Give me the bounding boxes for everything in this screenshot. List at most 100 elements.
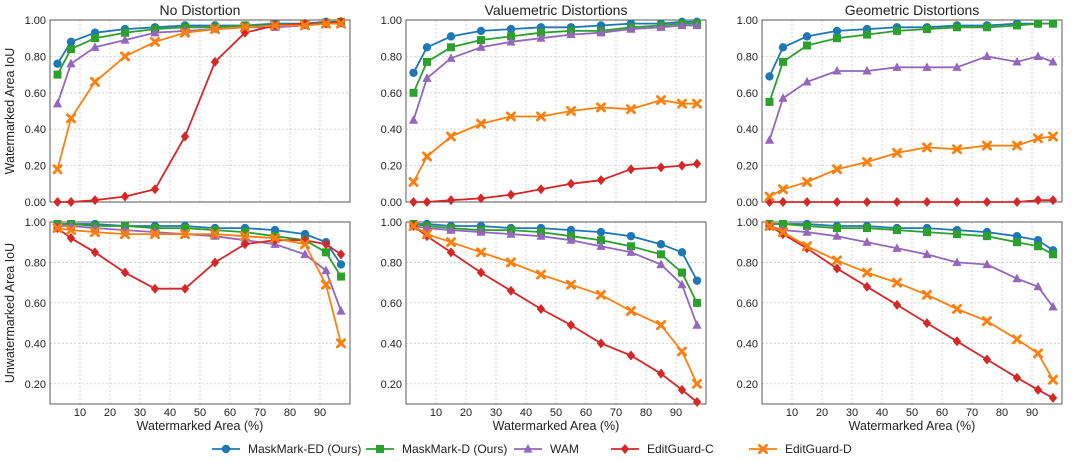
panel-r1-c1-ytick-label: 0.40 bbox=[381, 338, 402, 350]
legend: MaskMark-ED (Ours) MaskMark-D (Ours) WAM Ed… bbox=[212, 442, 852, 456]
panel-r0-c1-point-editguard-d bbox=[408, 176, 419, 187]
panel-r0-c1-series-editguard-d bbox=[408, 95, 702, 187]
panel-r0-c0-point-maskmark-d-ours bbox=[121, 28, 129, 37]
panel-r0-c2-point-editguard-c bbox=[862, 197, 872, 207]
panel-r1-c0-point-editguard-d bbox=[120, 229, 131, 240]
panel-r1-c2-point-wam bbox=[862, 237, 872, 246]
panel-r1-c1-line-wam bbox=[413, 225, 698, 326]
panel-r1-c1-xtick-label: 10 bbox=[430, 407, 442, 419]
panel-r0-c0-point-editguard-d bbox=[52, 164, 63, 175]
panel-r1-c1-line-editguard-c bbox=[412, 225, 698, 403]
panel-r0-c2-point-maskmark-ed-ours bbox=[765, 72, 774, 81]
legend-item-editguard-c: EditGuard-C bbox=[611, 442, 714, 456]
panel-r0-c2-point-editguard-c bbox=[922, 197, 932, 207]
panel-r0-c0-ytick-label: 0.00 bbox=[25, 197, 46, 209]
panel-r1-c2-point-wam bbox=[832, 231, 842, 240]
panel-r1-c2-point-editguard-c bbox=[952, 336, 962, 347]
panel-r0-c0-point-editguard-c bbox=[180, 131, 190, 142]
panel-r1-c1-point-maskmark-ed-ours bbox=[626, 231, 636, 241]
panel-r0-c2-series-wam bbox=[764, 51, 1058, 144]
panel-r1-c0-point-maskmark-d-ours bbox=[181, 224, 189, 233]
panel-r1-c2-point-editguard-d bbox=[802, 241, 812, 252]
panel-r0-c1-point-wam bbox=[536, 33, 546, 42]
panel-r0-c2-line-maskmark-ed-ours bbox=[768, 22, 1053, 77]
panel-r1-c2-point-editguard-c bbox=[1048, 392, 1058, 403]
panel-r0-c0-point-editguard-c bbox=[90, 195, 100, 206]
panel-r0-c1-line-editguard-d bbox=[412, 99, 697, 183]
panel-r0-c1-line-maskmark-d-ours bbox=[412, 22, 697, 94]
panel-r1-c0-point-maskmark-ed-ours bbox=[336, 260, 346, 269]
panel-r1-c0-point-editguard-c bbox=[210, 257, 220, 268]
panel-r1-c2-point-editguard-c bbox=[892, 299, 902, 310]
panel-r1-c0-point-editguard-d bbox=[52, 223, 63, 234]
panel-r0-c2-point-wam bbox=[862, 65, 872, 75]
panel-r0-c1-ytick-label: 0.80 bbox=[381, 51, 402, 63]
panel-r1-c2-xtick-label: 80 bbox=[996, 407, 1008, 419]
panel-r0-c1-line-editguard-c bbox=[413, 162, 698, 203]
panel-r1-c0-point-editguard-d bbox=[90, 227, 100, 238]
panel-r1-c2-point-editguard-d bbox=[832, 255, 842, 266]
panel-r0-c0-point-editguard-d bbox=[239, 22, 251, 33]
panel-r1-c1-point-editguard-c bbox=[596, 338, 606, 349]
panel-r0-c0-point-maskmark-d-ours bbox=[53, 70, 62, 79]
panel-r0-c0-point-editguard-d bbox=[299, 20, 311, 31]
panel-r1-c1-point-maskmark-d-ours bbox=[693, 298, 701, 307]
panel-r1-c1-line-editguard-d bbox=[413, 225, 698, 385]
panel-r0-c0-point-editguard-d bbox=[179, 27, 191, 38]
panel-r0-c2-point-editguard-c bbox=[892, 197, 902, 207]
panel-r0-c0-point-editguard-d bbox=[335, 18, 347, 29]
legend-item-wam: WAM bbox=[514, 442, 579, 456]
panel-r1-c1-point-wam bbox=[656, 259, 666, 269]
panel-r0-c1-point-editguard-d bbox=[596, 102, 606, 113]
panel-r0-c0-point-editguard-d bbox=[120, 51, 131, 62]
panel-r1-c1-point-editguard-d bbox=[505, 257, 516, 268]
panel-r1-c1-xtick-label: 90 bbox=[670, 407, 682, 419]
panel-r0-c0-point-wam bbox=[66, 58, 76, 68]
panel-r1-c2-point-maskmark-d-ours bbox=[1013, 238, 1021, 247]
panel-r0-c0-ytick-label: 0.20 bbox=[25, 161, 46, 173]
panel-r1-c1-point-wam bbox=[677, 279, 687, 289]
panel-r1-c2-point-wam bbox=[892, 243, 902, 252]
panel-r0-c2-ytick-label: 0.40 bbox=[737, 124, 758, 136]
panel-r0-c1-point-editguard-c bbox=[422, 197, 432, 207]
panel-r0-c1-point-maskmark-ed-ours bbox=[422, 43, 432, 52]
panel-r1-c0-point-editguard-c bbox=[150, 283, 160, 294]
panel-r1-c2-point-editguard-d bbox=[982, 316, 992, 327]
panel-r0-c1-point-editguard-c bbox=[656, 162, 666, 173]
panel-r1-c0-ytick-label: 0.60 bbox=[25, 298, 46, 310]
panel-r1-c2-xtick-label: 20 bbox=[816, 407, 828, 419]
legend-label-wam: WAM bbox=[550, 442, 579, 456]
panel-r0-c0-series-editguard-d bbox=[52, 18, 347, 175]
panel-r0-c2-point-editguard-d bbox=[952, 144, 962, 155]
panel-r1-c0-xtick-label: 50 bbox=[194, 407, 206, 419]
panel-r0-c2-point-maskmark-d-ours bbox=[779, 57, 787, 66]
panel-r0-c0-point-editguard-c bbox=[66, 197, 76, 207]
panel-r1-c0-point-maskmark-d-ours bbox=[322, 248, 330, 257]
panel-r0-c0-point-editguard-d bbox=[90, 76, 100, 87]
panel-r1-c1-point-editguard-d bbox=[692, 378, 702, 389]
panel-r1-c1-series-editguard-d bbox=[408, 221, 702, 389]
panel-r0-c0-point-editguard-c bbox=[210, 56, 220, 67]
panel-r0-c2-point-wam bbox=[952, 62, 962, 71]
panel-r0-c0-point-editguard-d bbox=[66, 113, 76, 124]
panel-r0-c0-point-wam bbox=[120, 35, 130, 44]
panel-r1-c2-xtick-label: 60 bbox=[936, 407, 948, 419]
panel-r0-c0-point-maskmark-ed-ours bbox=[53, 59, 62, 68]
panel-r0-c1-point-wam bbox=[476, 42, 486, 51]
panel-r1-c0-point-editguard-c bbox=[180, 283, 190, 294]
panel-r0-c0-point-editguard-d bbox=[320, 18, 332, 29]
panel-r1-c1-xtick-label: 70 bbox=[610, 407, 622, 419]
panel-r0-c2-point-maskmark-d-ours bbox=[983, 23, 991, 32]
panel-r1-c2-point-wam bbox=[982, 259, 992, 269]
panel-r0-c1-point-wam bbox=[422, 73, 432, 82]
panel-r1-c1-point-editguard-d bbox=[475, 247, 487, 258]
panel-r1-c2-xtick-label: 50 bbox=[906, 407, 918, 419]
panel-r0-c2-point-wam bbox=[778, 93, 788, 102]
panel-r1-c2-point-editguard-d bbox=[1033, 348, 1043, 359]
panel-r1-c1-point-editguard-d bbox=[421, 229, 433, 240]
panel-r1-c2-point-maskmark-d-ours bbox=[803, 222, 811, 231]
panel-r1-c0-ytick-label: 1.00 bbox=[25, 217, 46, 229]
panel-r0-c2-line-editguard-d bbox=[769, 135, 1054, 198]
panel-r0-c1-ytick-label: 0.00 bbox=[381, 197, 402, 209]
panel-r1-c1-point-editguard-d bbox=[566, 279, 576, 290]
